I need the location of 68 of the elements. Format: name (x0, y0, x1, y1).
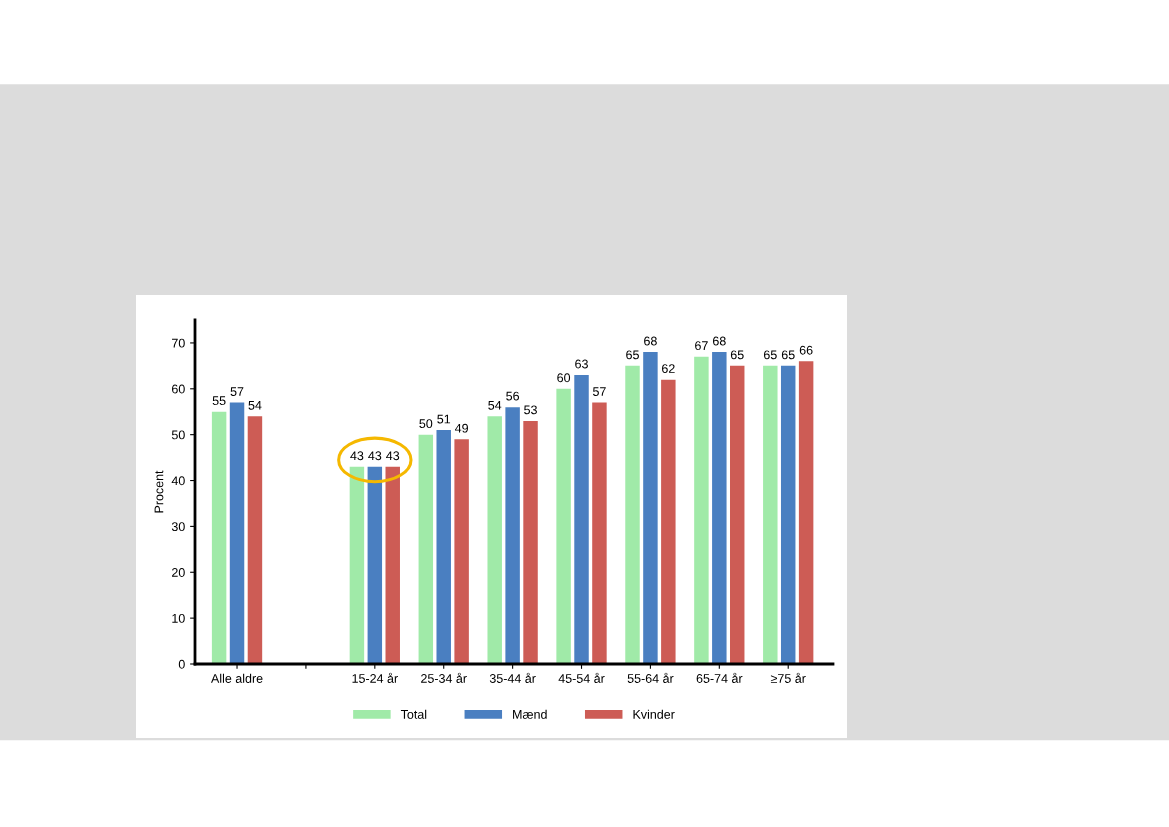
y-tick-label: 60 (172, 384, 185, 394)
data-label: 60 (557, 373, 571, 383)
data-label: 56 (506, 391, 520, 401)
y-tick-label: 70 (172, 338, 185, 348)
bar (798, 361, 814, 664)
bar (385, 466, 400, 664)
data-label: 49 (454, 423, 468, 433)
bar (643, 352, 658, 664)
data-label: 43 (386, 451, 400, 461)
data-label: 54 (248, 400, 262, 410)
y-tick-label: 40 (171, 476, 185, 486)
y-tick-label: 30 (171, 522, 185, 532)
data-label: 65 (626, 350, 639, 360)
data-label: 54 (488, 400, 502, 410)
bar (780, 365, 796, 664)
bar (487, 416, 502, 664)
data-label: 67 (695, 341, 708, 351)
bar (556, 388, 571, 664)
bar (367, 466, 383, 664)
legend-label: Kvinder (633, 709, 675, 719)
x-tick-label: 35-44 år (489, 672, 536, 683)
legend-label: Total (400, 709, 427, 719)
y-tick-label: 10 (172, 613, 185, 623)
y-axis-title: Procent (154, 470, 164, 513)
data-label: 65 (763, 350, 777, 360)
x-tick-label: 25-34 år (421, 672, 467, 683)
data-label: 68 (644, 336, 657, 346)
bar (694, 356, 709, 664)
bar (730, 365, 745, 664)
data-label: 53 (524, 405, 537, 415)
data-label: 62 (662, 364, 675, 373)
bar (211, 411, 227, 664)
bar (505, 407, 520, 664)
data-label: 43 (350, 451, 364, 461)
bar (592, 402, 607, 664)
bar (625, 365, 640, 664)
data-label: 65 (781, 350, 795, 360)
y-tick-label: 0 (178, 659, 185, 669)
data-label: 43 (368, 451, 382, 461)
bar (523, 420, 538, 664)
legend-label: Mænd (513, 709, 547, 719)
bar (763, 365, 778, 664)
data-label: 63 (575, 359, 588, 369)
bar (436, 430, 451, 664)
data-label: 66 (799, 345, 813, 355)
bar (418, 434, 434, 664)
bar (661, 379, 676, 664)
x-tick-label: 55-64 år (627, 672, 674, 683)
bar (574, 375, 589, 664)
data-label: 50 (419, 419, 433, 429)
data-label: 57 (592, 387, 606, 396)
data-label: 65 (730, 350, 744, 360)
bar (349, 466, 365, 664)
bar (454, 439, 469, 664)
bar (712, 352, 727, 664)
bar (247, 416, 263, 664)
data-label: 57 (230, 387, 244, 396)
x-tick-label: ≥75 år (770, 672, 806, 683)
data-label: 55 (212, 396, 226, 406)
y-tick-label: 20 (172, 568, 185, 577)
x-tick-label: 65-74 år (696, 672, 743, 683)
data-label: 51 (437, 414, 451, 424)
data-label: 68 (713, 336, 726, 346)
bar (229, 402, 245, 664)
y-tick-label: 50 (171, 430, 185, 440)
x-tick-label: Alle aldre (211, 673, 263, 683)
x-tick-label: 15-24 år (352, 672, 398, 683)
x-tick-label: 45-54 år (558, 672, 605, 683)
